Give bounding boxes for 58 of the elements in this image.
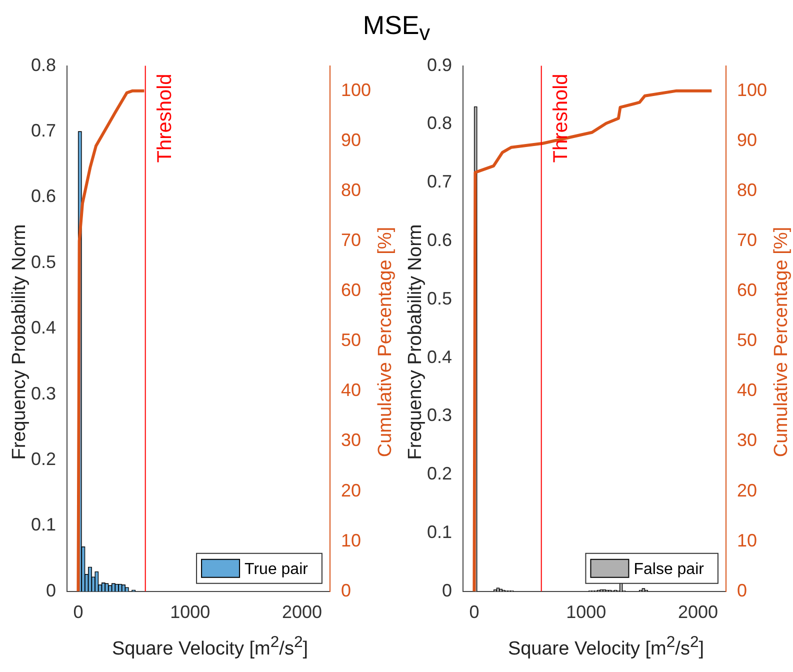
x-axis-title: Square Velocity [m$^{2}$/s$^{2}$] [110,634,310,660]
y2-tick-label: 60 [340,280,361,300]
y2-tick-label: 20 [340,480,361,500]
x-tick-label: 0 [73,602,84,622]
y2-axis-title: Cumulative Percentage [%] [375,226,397,458]
legend-label: True pair [244,560,309,578]
y-tick-label: 0.1 [426,522,452,542]
y2-tick-label: 100 [340,80,372,100]
y-tick-label: 0.1 [30,514,56,535]
x-axis-title: Square Velocity [m$^{2}$/s$^{2}$] [506,634,706,660]
y-tick-label: 0.8 [30,54,56,75]
y2-tick-label: 40 [340,380,361,400]
ref-line-label: Threshold [550,74,572,163]
y2-tick-label: 40 [736,380,757,400]
y-axis-title: Frequency Probability Norm [405,224,427,460]
y2-tick-label: 0 [340,580,351,600]
x-tick-label: 2000 [282,602,322,622]
y-tick-label: 0.5 [30,252,56,272]
y2-tick-label: 100 [736,80,768,100]
y2-tick-label: 90 [736,130,757,150]
y2-tick-label: 80 [736,180,757,200]
y2-tick-label: 70 [736,230,757,250]
y2-tick-label: 0 [736,580,747,600]
y-tick-label: 0.6 [426,230,452,250]
y2-tick-label: 50 [736,330,757,350]
y2-tick-label: 10 [340,530,361,550]
y2-tick-label: 90 [340,130,361,150]
y-tick-label: 0.6 [30,186,56,206]
x-tick-label: 1000 [170,602,210,622]
legend-label: False pair [634,560,705,578]
y-tick-label: 0.7 [30,120,56,140]
y-tick-label: 0.3 [30,383,56,404]
y-tick-label: 0.8 [426,113,452,134]
y-tick-label: 0.4 [426,346,452,367]
x-tick-label: 2000 [678,602,718,622]
ref-line-label: Threshold [154,74,176,163]
y-tick-label: 0 [442,580,452,600]
text: MSE$_{v}$ [362,10,432,46]
y2-tick-label: 50 [340,330,361,350]
y-tick-label: 0.9 [426,54,452,75]
y2-tick-label: 20 [736,480,757,500]
y2-axis-title: Cumulative Percentage [%] [771,226,793,458]
y2-tick-label: 30 [736,430,757,450]
x-tick-label: 0 [469,602,480,622]
y-tick-label: 0.5 [426,288,452,308]
y2-tick-label: 80 [340,180,361,200]
y2-tick-label: 60 [736,280,757,300]
y-tick-label: 0.2 [30,448,56,469]
y-tick-label: 0.2 [426,464,452,484]
y2-tick-label: 10 [736,530,757,550]
y2-tick-label: 70 [340,230,361,250]
y-tick-label: 0.7 [426,172,452,192]
y2-tick-label: 30 [340,430,361,450]
y-tick-label: 0.3 [426,405,452,426]
x-tick-label: 1000 [566,602,606,622]
y-tick-label: 0 [46,580,56,600]
y-tick-label: 0.4 [30,318,56,338]
y-axis-title: Frequency Probability Norm [9,224,31,460]
